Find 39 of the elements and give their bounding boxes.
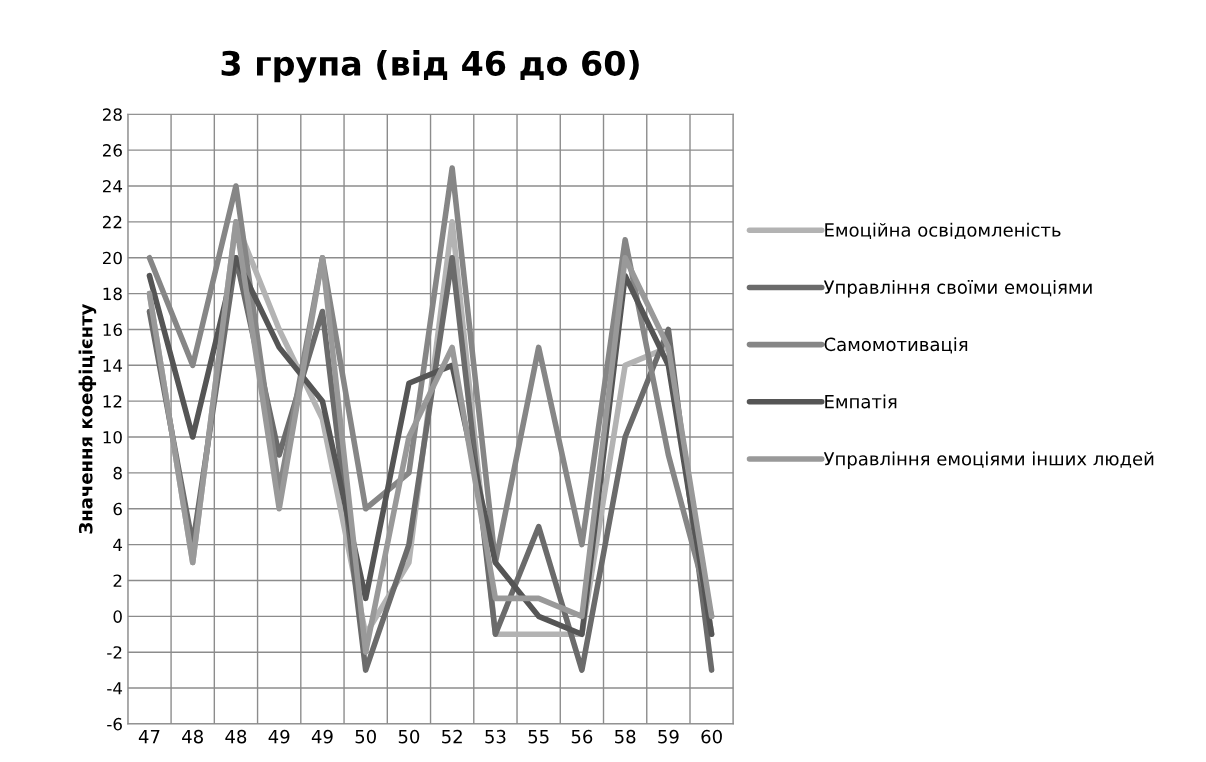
y-tick-label: 22	[102, 215, 122, 229]
x-tick-label: 48	[182, 729, 203, 744]
y-tick-label: -4	[107, 682, 123, 695]
y-axis-title: Значення коефіцієнту	[78, 303, 97, 534]
y-tick-label: 4	[113, 538, 123, 551]
y-tick-label: -2	[107, 646, 122, 659]
y-tick-label: 2	[113, 574, 122, 587]
legend-label: Управління своїми емоціями	[823, 280, 1092, 298]
x-tick-label: 49	[268, 729, 290, 744]
y-tick-label: 0	[113, 610, 122, 623]
x-tick-label: 56	[571, 729, 593, 744]
x-tick-label: 55	[528, 730, 549, 744]
y-tick-label: 8	[113, 466, 122, 480]
x-tick-label: 58	[615, 729, 636, 744]
y-tick-label: 10	[103, 430, 122, 444]
x-tick-label: 52	[442, 729, 462, 744]
chart-title: 3 група (від 46 до 60)	[221, 50, 639, 83]
x-tick-label: 48	[225, 729, 247, 744]
y-tick-label: 14	[103, 359, 123, 372]
y-tick-label: 28	[102, 108, 122, 121]
y-tick-label: 6	[113, 502, 122, 516]
y-tick-label: 16	[103, 323, 122, 337]
legend-label: Емоційна освідомленість	[825, 222, 1061, 240]
x-tick-label: 59	[658, 729, 679, 744]
x-tick-label: 50	[355, 729, 376, 744]
legend-label: Емпатія	[825, 394, 897, 409]
y-tick-label: 18	[103, 287, 122, 301]
y-tick-label: 12	[103, 395, 122, 408]
legend-label: Самомотивація	[824, 337, 968, 354]
y-tick-label: 26	[102, 144, 122, 157]
y-tick-label: -6	[107, 717, 122, 731]
x-tick-label: 53	[485, 729, 506, 744]
x-tick-label: 47	[138, 730, 160, 744]
x-tick-label: 49	[311, 729, 333, 744]
y-tick-label: 24	[102, 179, 123, 193]
y-tick-label: 20	[102, 251, 122, 265]
x-tick-label: 60	[701, 729, 722, 744]
legend-label: Управління емоціями інших людей	[823, 451, 1154, 470]
x-tick-label: 50	[398, 729, 420, 744]
